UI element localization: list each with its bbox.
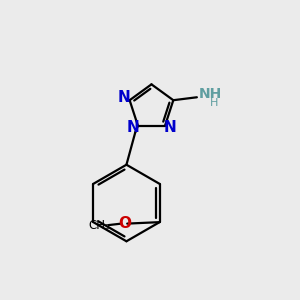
- Text: H: H: [209, 98, 218, 108]
- Text: N: N: [126, 120, 139, 135]
- Text: N: N: [118, 90, 131, 105]
- Text: NH: NH: [198, 87, 222, 101]
- Text: O: O: [118, 216, 131, 231]
- Text: N: N: [164, 120, 177, 135]
- Text: CH₃: CH₃: [88, 219, 110, 232]
